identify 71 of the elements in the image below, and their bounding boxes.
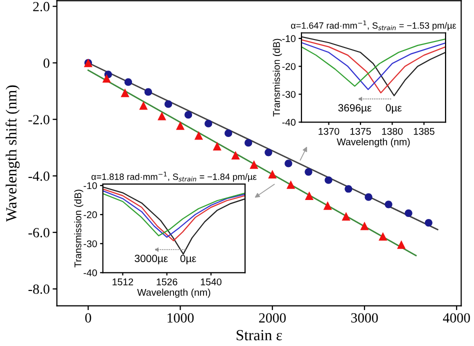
point [264,148,272,156]
x-tick-label: 1385 [414,128,434,135]
point [120,88,130,98]
y-tick-label: -8.0 [28,284,50,294]
x-tick-label: 1375 [350,128,371,135]
point [304,168,312,176]
x-tick-label: 1540 [200,278,222,286]
point [384,200,392,208]
point [284,160,292,168]
point [102,74,111,83]
y-tick-label: -2.0 [28,114,50,124]
chart-title: α=1.647 rad·mm$^{−1}$, S$_{strain}$ = −1.53 pm/µε [291,20,456,31]
point [378,232,388,241]
point [176,121,185,130]
x-axis-title: Wavelength (nm) [336,138,410,148]
x-tick-label: 1000 [168,313,194,323]
point [342,212,350,221]
point [144,88,152,96]
x-tick-label: 3000 [351,313,378,323]
x-tick-label: 4000 [442,313,470,323]
point [139,101,148,110]
y-tick-label: -40 [84,269,97,276]
y-tick-label: -10 [282,35,296,42]
point [364,193,372,201]
point [268,170,277,178]
y-axis-title: Transmission (dB) [74,190,84,268]
annotation: 3000µε [134,254,168,264]
x-tick-label: 1512 [112,278,134,286]
line-series [102,186,246,255]
y-axis-title: Wavelength shift (nm) [6,85,20,222]
point [360,222,369,230]
x-tick-label: 1526 [156,278,178,286]
y-tick-label: -4.0 [28,171,50,181]
y-axis-title: Transmission (dB) [272,38,282,117]
point [244,139,252,147]
x-tick-label: 1370 [318,128,340,135]
point [397,240,406,249]
y-tick-label: 2.0 [33,2,50,12]
point [286,180,296,189]
point [231,150,240,160]
point [158,112,166,120]
y-tick-label: -30 [84,240,97,248]
point [194,131,203,140]
y-tick-label: 0 [44,58,50,68]
y-tick-label: -20 [282,63,296,70]
chart-title: α=1.818 rad·mm$^{−1}$, S$_{strain}$ = −1.84 pm/µε [92,172,257,182]
point [250,160,258,169]
point [344,185,352,193]
point [124,78,132,86]
x-tick-label: 2000 [259,313,286,323]
point [324,176,332,184]
y-tick-label: -30 [282,90,296,98]
point [184,111,192,119]
point [404,209,412,217]
y-tick-label: -10 [84,182,97,190]
y-tick-label: -40 [282,118,296,126]
point [323,201,332,210]
point [164,100,172,108]
x-axis-title: Strain ε [236,330,282,340]
annotation: 0µε [180,254,196,264]
y-tick-label: -20 [84,211,97,218]
y-tick-label: -6.0 [28,228,50,238]
x-tick-label: 1380 [382,128,403,135]
point [224,129,232,138]
point [304,191,314,200]
point [424,218,432,227]
point [212,142,222,150]
annotation: 3696µε [338,104,372,114]
annotation: 0µε [386,104,402,114]
point [204,120,212,128]
x-axis-title: Wavelength (nm) [137,288,210,298]
